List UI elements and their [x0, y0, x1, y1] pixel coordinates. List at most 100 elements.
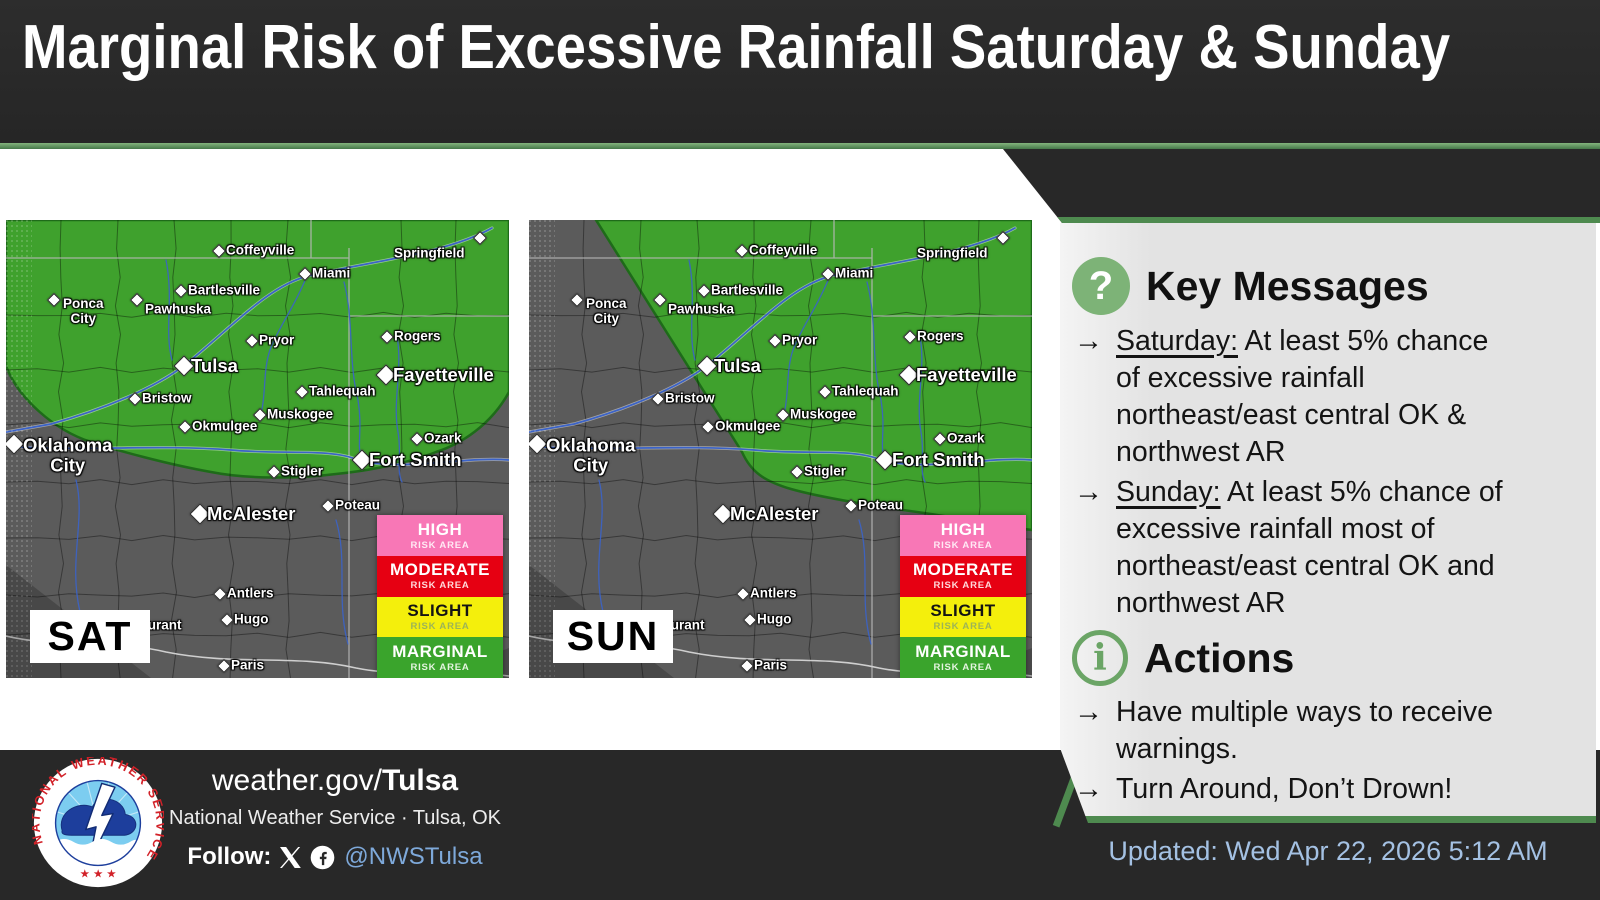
- legend-level: MARGINAL: [915, 641, 1011, 661]
- city-label: Ozark: [947, 430, 985, 446]
- list-item: → Have multiple ways to receive warnings…: [1074, 694, 1592, 768]
- map-saturday: Coffeyville Springfield Miami Ponca City Bar…: [6, 220, 509, 678]
- actions-list: → Have multiple ways to receive warnings…: [1060, 694, 1596, 808]
- website-url: weather.gov/Tulsa: [211, 764, 459, 797]
- city-label: Antlers: [750, 585, 797, 601]
- city-label: Stigler: [804, 463, 847, 479]
- city-label: Oklahoma City: [23, 434, 113, 476]
- bullet-text: Turn Around, Don’t Drown!: [1116, 773, 1453, 805]
- city-label: Ozark: [424, 430, 462, 446]
- map-sunday: Coffeyville Springfield Miami Ponca City Bar…: [529, 220, 1032, 678]
- city-label: Ponca City: [63, 296, 104, 326]
- city-label: Fort Smith: [369, 448, 462, 470]
- legend-level: MODERATE: [912, 560, 1013, 580]
- city-label: McAlester: [207, 502, 296, 524]
- legend-row-high: HIGH RISK AREA: [900, 515, 1026, 556]
- legend-sublabel: RISK AREA: [933, 580, 993, 592]
- x-icon: [280, 846, 302, 868]
- city-label: Pawhuska: [145, 301, 212, 317]
- city-label: Ponca City: [586, 296, 627, 326]
- city-label: Paris: [754, 657, 788, 673]
- social-handle: @NWSTulsa: [344, 843, 483, 870]
- header-wedge: [1003, 149, 1600, 223]
- city-label: Fayetteville: [916, 363, 1017, 385]
- city-label: Bartlesville: [188, 282, 261, 298]
- legend-level: MODERATE: [389, 560, 490, 580]
- question-icon: ?: [1072, 257, 1130, 315]
- city-label: Coffeyville: [749, 242, 818, 258]
- legend-sublabel: RISK AREA: [410, 539, 470, 551]
- arrow-bullet-icon: →: [1074, 696, 1103, 728]
- city-label: McAlester: [730, 502, 819, 524]
- city-label: Rogers: [394, 328, 441, 344]
- nws-logo: NATIONAL WEATHER SERVICE ★ ★ ★: [27, 753, 167, 889]
- bullet-text: At least 5% chance of excessive rainfall…: [1116, 325, 1489, 468]
- city-label: Oklahoma City: [546, 434, 636, 476]
- legend-sublabel: RISK AREA: [410, 621, 470, 633]
- city-label: Tulsa: [191, 354, 238, 376]
- legend-level: MARGINAL: [392, 641, 488, 661]
- bullet-lead: Sunday:: [1116, 476, 1221, 508]
- city-label: Okmulgee: [715, 418, 781, 434]
- list-item: → Saturday: At least 5% chance of excess…: [1074, 323, 1592, 471]
- legend-row-high: HIGH RISK AREA: [377, 515, 503, 556]
- city-label: Bartlesville: [711, 282, 784, 298]
- city-label: Paris: [231, 657, 265, 673]
- city-label: Tahlequah: [309, 383, 376, 399]
- updated-timestamp: Updated: Wed Apr 22, 2026 5:12 AM: [1108, 836, 1548, 866]
- city-label: Coffeyville: [226, 242, 295, 258]
- actions-header: i Actions: [1072, 630, 1596, 686]
- city-label: Rogers: [917, 328, 964, 344]
- arrow-bullet-icon: →: [1074, 476, 1103, 508]
- svg-text:★ ★ ★: ★ ★ ★: [80, 869, 117, 881]
- map-canvas-sat: [6, 220, 509, 678]
- city-label: Fayetteville: [393, 363, 494, 385]
- list-item: → Sunday: At least 5% chance of excessiv…: [1074, 474, 1592, 622]
- page-title: Marginal Risk of Excessive Rainfall Satu…: [22, 13, 1451, 82]
- risk-legend: HIGH RISK AREA MODERATE RISK AREA SLIGHT RISK…: [900, 515, 1026, 678]
- header-divider: [0, 143, 1600, 149]
- legend-level: SLIGHT: [930, 601, 996, 621]
- info-icon: i: [1072, 630, 1128, 686]
- day-label-sat: SAT: [30, 610, 150, 663]
- office-name: National Weather Service · Tulsa, OK: [169, 807, 501, 829]
- legend-row-moderate: MODERATE RISK AREA: [900, 555, 1026, 597]
- city-label: Springfield: [394, 245, 465, 261]
- key-messages-header: ? Key Messages: [1072, 257, 1596, 315]
- bullet-text: At least 5% chance of excessive rainfall…: [1116, 476, 1503, 619]
- city-label: Muskogee: [267, 406, 334, 422]
- city-label: Pryor: [259, 332, 295, 348]
- list-item: → Turn Around, Don’t Drown!: [1074, 771, 1592, 808]
- city-label: Poteau: [858, 497, 904, 513]
- legend-row-moderate: MODERATE RISK AREA: [377, 555, 503, 597]
- header: Marginal Risk of Excessive Rainfall Satu…: [0, 0, 1600, 143]
- city-label: Pryor: [782, 332, 818, 348]
- facebook-icon: [310, 845, 335, 870]
- info-panel: ? Key Messages → Saturday: At least 5% c…: [1060, 223, 1596, 823]
- city-label: Bristow: [142, 390, 192, 406]
- city-label: Okmulgee: [192, 418, 258, 434]
- key-messages-title: Key Messages: [1146, 262, 1429, 309]
- risk-legend: HIGH RISK AREA MODERATE RISK AREA SLIGHT RISK…: [377, 515, 503, 678]
- legend-row-slight: SLIGHT RISK AREA: [900, 596, 1026, 638]
- city-label: Miami: [312, 265, 351, 281]
- legend-sublabel: RISK AREA: [933, 621, 993, 633]
- follow-label: Follow:: [187, 843, 272, 870]
- city-label: Pawhuska: [668, 301, 735, 317]
- city-label: Bristow: [665, 390, 715, 406]
- legend-row-marginal: MARGINAL RISK AREA: [377, 637, 503, 678]
- city-label: Tahlequah: [832, 383, 899, 399]
- city-label: Stigler: [281, 463, 324, 479]
- city-label: Springfield: [917, 245, 988, 261]
- city-label: Hugo: [757, 611, 792, 627]
- legend-row-marginal: MARGINAL RISK AREA: [900, 637, 1026, 678]
- city-label: Muskogee: [790, 406, 857, 422]
- city-label: Miami: [835, 265, 874, 281]
- bullet-lead: Saturday:: [1116, 325, 1238, 357]
- social-row: Follow: @NWSTulsa: [162, 843, 508, 871]
- legend-level: HIGH: [940, 519, 986, 539]
- legend-sublabel: RISK AREA: [410, 580, 470, 592]
- city-label: Antlers: [227, 585, 274, 601]
- city-label: Fort Smith: [892, 448, 985, 470]
- day-label-sun: SUN: [553, 610, 673, 663]
